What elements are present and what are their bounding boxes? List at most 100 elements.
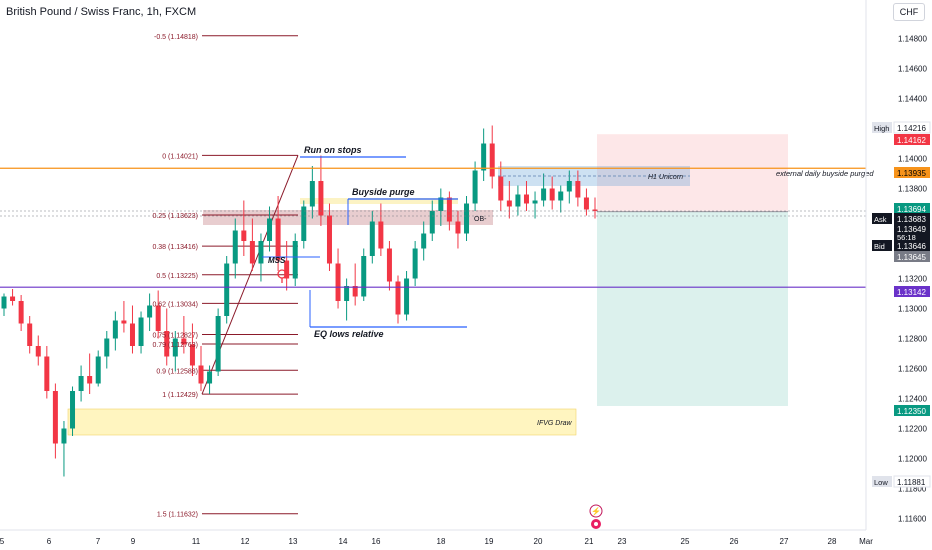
candle[interactable]	[275, 218, 281, 261]
candle[interactable]	[506, 200, 512, 207]
candle[interactable]	[181, 338, 187, 345]
candle[interactable]	[189, 344, 195, 366]
price-axis[interactable]: 1.14800 1.14600 1.14400 1.14000 1.13800 1.132…	[898, 35, 927, 524]
candle[interactable]	[464, 203, 470, 234]
price-tag-bg[interactable]	[894, 286, 930, 297]
price-tag-bg[interactable]	[894, 251, 930, 262]
candle[interactable]	[61, 428, 67, 444]
annotation-label: external daily buyside purged	[776, 169, 874, 178]
candle[interactable]	[309, 181, 315, 207]
candle[interactable]	[147, 305, 153, 318]
candle[interactable]	[112, 320, 118, 339]
candle[interactable]	[78, 376, 84, 391]
candle[interactable]	[70, 391, 76, 429]
price-tag-bg[interactable]	[894, 213, 930, 224]
candle[interactable]	[438, 197, 444, 212]
candle[interactable]	[241, 230, 247, 242]
candle[interactable]	[489, 143, 495, 177]
candle[interactable]	[164, 331, 170, 357]
candle[interactable]	[429, 211, 435, 234]
annotation-label: EQ lows relative	[314, 329, 384, 339]
candle[interactable]	[10, 296, 16, 302]
candle[interactable]	[386, 248, 392, 282]
candle[interactable]	[352, 286, 358, 297]
time-axis[interactable]: 5 6 7 9 11 12 13 14 16 18 19 20 21 23 25 26 27 28 Mar	[0, 537, 873, 546]
candle[interactable]	[284, 260, 290, 279]
candle[interactable]	[361, 256, 367, 297]
candle[interactable]	[87, 376, 93, 384]
candle[interactable]	[326, 215, 332, 264]
fib-level-label: 1.5 (1.11632)	[157, 512, 198, 519]
price-tick-label: 1.13800	[898, 185, 927, 194]
candle[interactable]	[404, 278, 410, 315]
candle[interactable]	[523, 194, 529, 204]
candle[interactable]	[207, 371, 213, 384]
take-profit-zone[interactable]	[597, 211, 788, 406]
candle[interactable]	[378, 221, 384, 249]
candle[interactable]	[412, 248, 418, 279]
candle[interactable]	[249, 241, 255, 264]
candle[interactable]	[215, 316, 221, 372]
candle[interactable]	[335, 263, 341, 302]
price-tag-bg[interactable]	[894, 405, 930, 416]
candle[interactable]	[35, 346, 41, 357]
candle[interactable]	[532, 200, 538, 204]
candle[interactable]	[481, 143, 487, 171]
candle[interactable]	[1, 296, 7, 309]
price-tag-bg[interactable]	[894, 167, 930, 178]
candle[interactable]	[558, 191, 564, 201]
candle[interactable]	[44, 356, 50, 392]
candle[interactable]	[446, 197, 452, 222]
candle[interactable]	[198, 365, 204, 384]
candle[interactable]	[258, 241, 264, 264]
candle[interactable]	[52, 391, 58, 444]
currency-button[interactable]: CHF	[893, 3, 925, 21]
candle[interactable]	[344, 286, 350, 301]
candle[interactable]	[232, 230, 238, 264]
candle[interactable]	[224, 263, 230, 317]
candle[interactable]	[498, 176, 504, 201]
candle[interactable]	[455, 221, 461, 234]
candle[interactable]	[549, 188, 555, 201]
ifvg-draw-zone[interactable]	[67, 408, 577, 436]
price-tag-value: 1.13694	[897, 205, 926, 214]
candle[interactable]	[472, 170, 478, 204]
candle[interactable]	[421, 233, 427, 249]
time-tick-label: Mar	[859, 537, 873, 546]
candle[interactable]	[515, 194, 521, 207]
time-tick-label: 25	[681, 537, 690, 546]
price-tag-bg[interactable]	[893, 121, 931, 134]
price-tag-bg[interactable]	[894, 134, 930, 145]
candle[interactable]	[121, 320, 127, 324]
candle[interactable]	[592, 209, 598, 212]
svg-text:⚡: ⚡	[591, 506, 601, 516]
candle[interactable]	[155, 305, 161, 332]
time-tick-label: 23	[618, 537, 627, 546]
price-tag-bg[interactable]	[894, 203, 930, 214]
candle[interactable]	[129, 323, 135, 347]
candle[interactable]	[541, 188, 547, 201]
candle[interactable]	[18, 301, 24, 324]
candle[interactable]	[369, 221, 375, 257]
candle[interactable]	[318, 181, 324, 216]
candle[interactable]	[583, 197, 589, 210]
candle[interactable]	[138, 317, 144, 347]
stop-loss-zone[interactable]	[597, 134, 788, 212]
calendar-event-icon[interactable]	[591, 519, 601, 529]
price-tag-bg[interactable]	[893, 475, 931, 488]
lightning-icon[interactable]: ⚡	[589, 504, 603, 518]
candle[interactable]	[301, 206, 307, 242]
price-tag-label: Ask	[874, 215, 887, 224]
candle[interactable]	[267, 218, 273, 242]
candle[interactable]	[172, 338, 178, 357]
candle[interactable]	[95, 356, 101, 384]
candle[interactable]	[566, 181, 572, 192]
candle[interactable]	[575, 181, 581, 198]
price-tag-label-bg	[872, 476, 892, 487]
candle[interactable]	[104, 338, 110, 357]
price-tag-bg[interactable]	[894, 240, 930, 251]
candle[interactable]	[395, 281, 401, 315]
candle[interactable]	[292, 241, 298, 279]
candle[interactable]	[27, 323, 33, 347]
